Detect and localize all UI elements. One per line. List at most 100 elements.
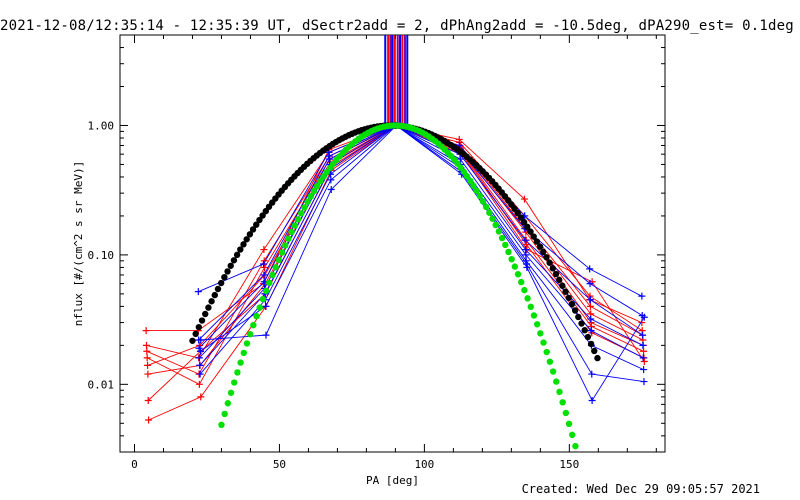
blue-series (196, 121, 648, 386)
black-fit-curve-point (552, 270, 560, 278)
blue-point (640, 378, 648, 386)
green-fit-curve-point (320, 173, 327, 180)
red-series-line (148, 124, 645, 421)
black-fit-curve-point (221, 273, 228, 281)
blue-point (327, 176, 335, 184)
green-fit-curve-point (463, 172, 471, 180)
blue-point (195, 344, 203, 352)
green-fit-curve-point (514, 271, 522, 278)
red-point (143, 354, 151, 362)
blue-point (640, 366, 648, 374)
blue-point (586, 265, 594, 273)
red-point (640, 358, 648, 366)
red-point (145, 416, 153, 424)
black-fit-curve-point (578, 320, 585, 327)
black-fit-curve-point (591, 347, 598, 355)
green-fit-curve-point (262, 287, 270, 295)
green-fit-curve-point (234, 369, 241, 376)
green-fit-curve-point (521, 286, 528, 294)
green-fit-curve-point (317, 178, 324, 185)
black-fit-curve-point (217, 279, 225, 287)
blue-point (586, 296, 594, 304)
red-point (142, 341, 150, 349)
blue-series-line (199, 124, 644, 359)
black-fit-curve-point (536, 243, 544, 250)
black-fit-curve-point (520, 218, 528, 226)
blue-point (588, 396, 596, 404)
blue-point (522, 251, 530, 259)
blue-point (197, 336, 205, 344)
black-fit-curve-point (565, 294, 572, 302)
blue-series-line (200, 124, 645, 402)
green-fit-curve-point (470, 182, 477, 189)
x-tick-label: 50 (273, 458, 286, 471)
green-fit-curve-point (476, 192, 483, 200)
black-fit-curve-point (575, 313, 582, 321)
y-tick-label: 0.10 (88, 249, 115, 262)
black-fit-curve-point (249, 226, 257, 233)
green-fit-curve-point (221, 410, 228, 418)
y-axis-label: nflux [#/(cm^2 s sr MeV)] (72, 161, 85, 327)
blue-point (588, 370, 596, 378)
black-fit-curve-point (230, 257, 238, 264)
black-fit-curve-point (246, 231, 254, 238)
green-fit-curve-point (495, 228, 503, 235)
black-fit-curve-point (562, 288, 569, 295)
green-fit-curve-point (253, 313, 260, 320)
green-fit-curve-point (549, 368, 557, 375)
black-fit-curve-point (527, 228, 534, 235)
green-fit-curve-point (224, 400, 232, 407)
blue-point (639, 354, 647, 362)
green-fit-curve-point (479, 198, 487, 205)
red-series (144, 121, 648, 378)
green-fit-curve-point (572, 442, 579, 450)
black-fit-curve-point (571, 307, 579, 314)
green-fit-curve-point (498, 234, 506, 242)
blue-point (523, 263, 531, 271)
blue-point (521, 236, 529, 244)
y-tick-label: 1.00 (88, 119, 115, 132)
blue-point (639, 341, 647, 349)
black-fit-curve-point (259, 212, 266, 219)
green-fit-curve-point (527, 303, 534, 311)
black-fit-curve-point (195, 323, 203, 331)
black-fit-curve-point (540, 248, 547, 256)
black-fit-curve-point (533, 238, 541, 245)
green-fit-curve-point (492, 221, 499, 229)
black-fit-curve-point (198, 317, 206, 324)
green-fit-curve-point (307, 193, 314, 200)
blue-series-line (200, 124, 645, 383)
blue-series-line (199, 124, 644, 375)
red-point (195, 380, 203, 388)
blue-point (195, 354, 203, 362)
green-fit-curve-point (553, 378, 560, 385)
y-tick-label: 0.01 (88, 378, 115, 391)
x-axis-label: PA [deg] (366, 474, 419, 487)
red-point (260, 246, 268, 254)
red-point (142, 327, 150, 335)
black-fit-curve-point (256, 216, 263, 224)
green-fit-curve-point (294, 216, 302, 223)
blue-point (327, 186, 335, 194)
green-fit-curve-point (275, 256, 283, 264)
red-series-line (147, 124, 645, 401)
green-fit-curve-point (282, 242, 289, 249)
created-timestamp: Created: Wed Dec 29 09:05:57 2021 (521, 482, 760, 496)
red-series-line (146, 125, 644, 385)
green-fit-curve-point (562, 409, 570, 417)
black-fit-curve-point (189, 337, 196, 344)
green-fit-curve-point (486, 209, 493, 216)
green-fit-curve-point (246, 330, 254, 338)
blue-point (196, 361, 204, 369)
green-fit-curve-point (266, 279, 273, 287)
black-fit-curve-point (243, 236, 250, 243)
green-fit-curve-point (297, 210, 305, 217)
black-fit-curve-point (517, 214, 525, 221)
green-fit-curve-point (304, 198, 311, 206)
black-fit-curve-point (202, 310, 209, 318)
x-tick-label: 100 (414, 458, 434, 471)
black-fit-curve-point (253, 221, 260, 228)
green-fit-curve-point (543, 348, 550, 356)
green-fit-curve-point (231, 379, 238, 386)
